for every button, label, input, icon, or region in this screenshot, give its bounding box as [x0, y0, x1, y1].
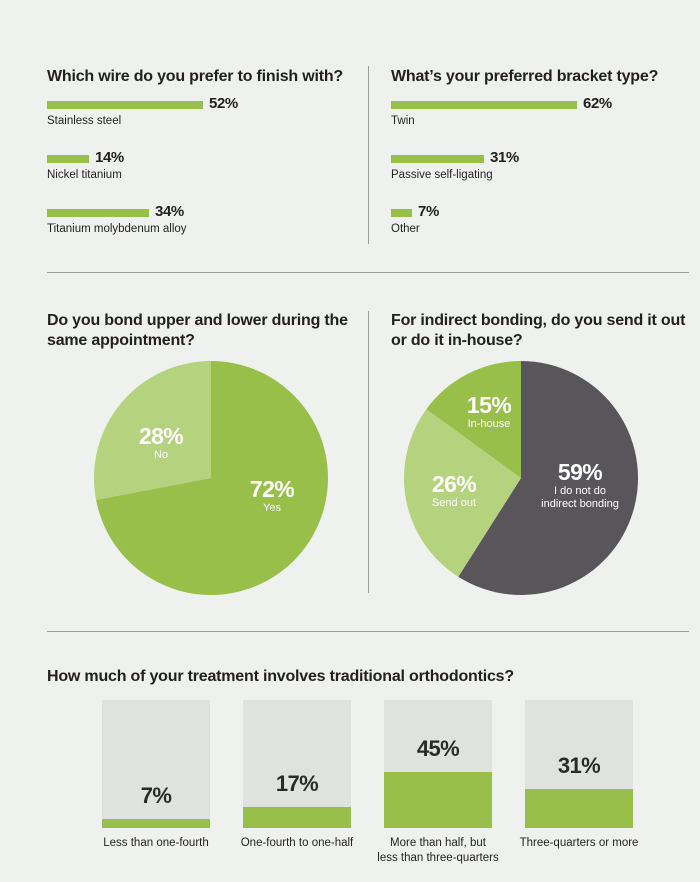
indirect-pie-value-label: 15%: [467, 392, 511, 418]
treatment-column-category-label: More than half, but less than three-quart…: [363, 836, 513, 866]
treatment-column-value-label: 45%: [416, 736, 460, 761]
q4-title-line1: For indirect bonding, do you send it out: [391, 312, 686, 329]
indirect-pie-slice: [403, 409, 521, 577]
treatment-column-category-label: Three-quarters or more: [504, 836, 654, 851]
wire-row: 34% Titanium molybdenum alloy: [47, 203, 347, 249]
q5-title: How much of your treatment involves trad…: [47, 668, 514, 685]
bracket-row: 31% Passive self-ligating: [391, 149, 691, 195]
indirect-pie-slice: [458, 361, 638, 595]
bracket-bar: [391, 209, 412, 217]
bracket-bar: [391, 101, 577, 109]
bond-pie-value-label: 28%: [139, 423, 183, 449]
treatment-column-category-label-line: Three-quarters or more: [519, 837, 639, 849]
treatment-column-box: 7%: [102, 700, 210, 828]
indirect-pie-slice-label: indirect bonding: [541, 498, 619, 510]
wire-bar-chart: 52% Stainless steel 14% Nickel titanium 34% T…: [47, 95, 347, 251]
treatment-column-bar: [243, 807, 351, 828]
bond-pie-slice: [96, 361, 329, 595]
wire-category-label: Titanium molybdenum alloy: [47, 223, 187, 235]
bond-pie-slice-label: No: [154, 449, 168, 461]
treatment-column-category-label-line: One-fourth to one-half: [240, 837, 354, 849]
treatment-column-category-label: Less than one-fourth: [81, 836, 231, 851]
q3-title-line2: same appointment?: [47, 332, 195, 349]
bond-pie-slice-label: Yes: [263, 502, 281, 514]
treatment-column-bar: [102, 819, 210, 828]
bracket-value-label: 31%: [490, 149, 519, 166]
treatment-column-value-label: 7%: [140, 783, 172, 808]
bracket-category-label: Passive self-ligating: [391, 169, 493, 181]
wire-bar: [47, 101, 203, 109]
bracket-category-label: Other: [391, 223, 420, 235]
indirect-pie-slice-label: Send out: [432, 497, 476, 509]
indirect-pie-slice: [426, 361, 521, 478]
q4-title-line2: or do it in-house?: [391, 332, 523, 349]
divider-horizontal-1: [47, 272, 689, 273]
treatment-column-box: 17%: [243, 700, 351, 828]
bond-pie-value-label: 72%: [250, 476, 294, 502]
indirect-pie-value-label: 26%: [432, 471, 476, 497]
treatment-column-box: 31%: [525, 700, 633, 828]
q1-title: Which wire do you prefer to finish with?: [47, 68, 344, 85]
wire-bar: [47, 155, 89, 163]
divider-horizontal-2: [47, 631, 689, 632]
bracket-category-label: Twin: [391, 115, 415, 127]
divider-vertical-top: [368, 66, 369, 244]
wire-row: 14% Nickel titanium: [47, 149, 347, 195]
treatment-column-category-label: One-fourth to one-half: [222, 836, 372, 851]
q3-title: Do you bond upper and lower during the s…: [47, 311, 348, 351]
treatment-column-category-label-line: Less than one-fourth: [103, 837, 209, 849]
indirect-pie-slice-label: In-house: [468, 418, 511, 430]
bracket-bar-chart: 62% Twin 31% Passive self-ligating 7% Other: [391, 95, 691, 251]
wire-value-label: 14%: [95, 149, 124, 166]
bracket-bar: [391, 155, 484, 163]
wire-value-label: 34%: [155, 203, 184, 220]
q4-title: For indirect bonding, do you send it out…: [391, 311, 685, 351]
wire-row: 52% Stainless steel: [47, 95, 347, 141]
wire-bar: [47, 209, 149, 217]
bracket-row: 62% Twin: [391, 95, 691, 141]
bracket-value-label: 7%: [418, 203, 439, 220]
q3-title-line1: Do you bond upper and lower during the: [47, 312, 348, 329]
indirect-pie-slice-label: I do not do: [554, 485, 606, 497]
treatment-column-bar: [384, 772, 492, 828]
bond-pie-slice: [93, 361, 211, 500]
bracket-row: 7% Other: [391, 203, 691, 249]
indirect-pie-value-label: 59%: [558, 459, 602, 485]
wire-category-label: Nickel titanium: [47, 169, 122, 181]
divider-vertical-middle: [368, 311, 369, 593]
treatment-column-value-label: 17%: [275, 771, 319, 796]
wire-value-label: 52%: [209, 95, 238, 112]
wire-category-label: Stainless steel: [47, 115, 122, 127]
treatment-column-value-label: 31%: [557, 753, 601, 778]
treatment-column-category-label-line: More than half, but: [390, 837, 486, 849]
treatment-column-bar: [525, 789, 633, 828]
treatment-column-box: 45%: [384, 700, 492, 828]
q2-title: What’s your preferred bracket type?: [391, 68, 659, 85]
treatment-column-category-label-line: less than three-quarters: [377, 852, 499, 864]
bracket-value-label: 62%: [583, 95, 612, 112]
